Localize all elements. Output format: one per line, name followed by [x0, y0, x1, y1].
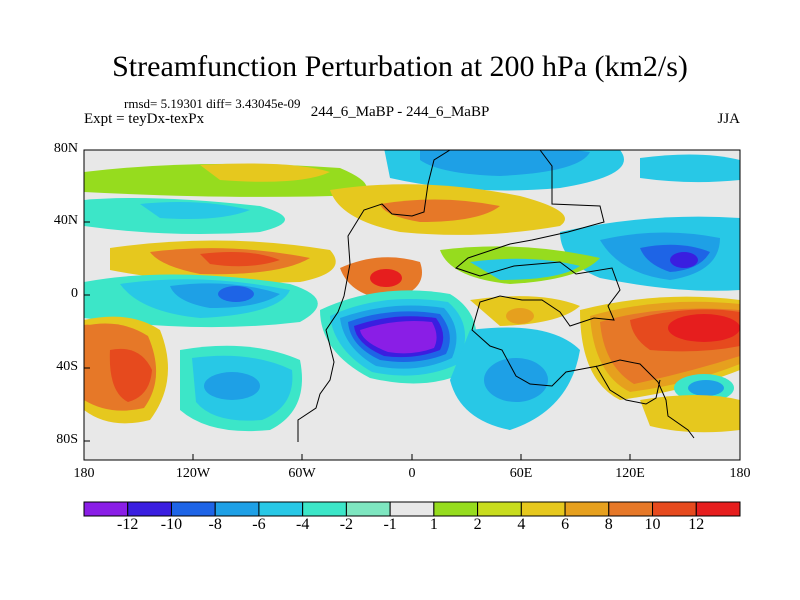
y-tick-label: 40S [56, 359, 78, 374]
colorbar-label: -4 [295, 516, 310, 533]
colorbar-swatch [608, 501, 654, 517]
colorbar-swatch [83, 501, 129, 517]
contour-indian-orange [506, 308, 534, 324]
contour-asia-orange [380, 199, 500, 222]
y-tick-label: 40N [53, 213, 78, 228]
colorbar-label: -6 [252, 516, 266, 533]
colorbar-swatch [170, 501, 216, 517]
x-tick-label: 180 [729, 466, 751, 481]
contour-austral-red [668, 314, 740, 342]
colorbar-swatch [214, 501, 260, 517]
contour-southindian-blue [484, 358, 548, 402]
colorbar-label: -1 [383, 516, 397, 533]
colorbar-label: 6 [561, 516, 570, 533]
colorbar-label: 8 [604, 516, 613, 533]
colorbar-swatch [652, 501, 697, 517]
coastline-australia [595, 365, 661, 405]
colorbar-swatch [345, 501, 391, 517]
colorbar-label: -12 [117, 516, 139, 533]
x-tick-label: 180 [73, 466, 95, 481]
colorbar-swatch [477, 501, 522, 517]
colorbar-swatch [127, 501, 172, 517]
colorbar-label: -10 [160, 516, 183, 533]
plot-title: Streamfunction Perturbation at 200 hPa (… [112, 50, 688, 83]
colorbar-label: 2 [473, 516, 482, 533]
contour-west-edge [84, 324, 100, 356]
contour-india-cyan [470, 258, 580, 280]
stats-text: rmsd= 5.19301 diff= 3.43045e-09 [124, 96, 301, 111]
y-tick-label: 0 [71, 286, 78, 301]
contour-midnorth-cyan [140, 202, 250, 219]
contour-south-lightblue [204, 372, 260, 400]
contour-field [84, 150, 740, 460]
contour-africa-red [370, 269, 402, 287]
colorbar-swatch [433, 501, 479, 517]
contour-southatl-purple [360, 321, 437, 354]
y-tick-label: 80S [56, 432, 78, 447]
colorbar-label: 10 [644, 516, 661, 533]
contour-southpac-yellow [640, 395, 740, 433]
contour-southpac-blue [688, 380, 724, 396]
contour-ne-cyan [640, 154, 740, 183]
colorbar-label: 12 [688, 516, 705, 533]
axis-ticks [83, 149, 741, 460]
colorbar-label: 1 [429, 516, 438, 533]
colorbar-swatch [258, 501, 304, 517]
contour-north-blue [420, 150, 590, 176]
x-tick-label: 60E [509, 466, 533, 481]
x-tick-label: 0 [408, 466, 416, 481]
colorbar-label: -8 [208, 516, 222, 533]
y-tick-label: 80N [53, 141, 78, 156]
colorbar-swatch [520, 501, 566, 517]
colorbar-swatch [695, 501, 741, 517]
contour-atlantic-red [200, 252, 280, 267]
x-tick-label: 60W [288, 466, 316, 481]
colorbar [83, 501, 741, 517]
x-tick-label: 120W [175, 466, 211, 481]
case-label: 244_6_MaBP - 244_6_MaBP [310, 104, 490, 120]
experiment-label: Expt = teyDx-texPx [84, 111, 205, 127]
season-label: JJA [717, 111, 740, 127]
contour-pacific-core [670, 252, 698, 268]
contour-north-yellow [200, 163, 330, 182]
contour-sepac-red [109, 348, 152, 402]
x-tick-label: 120E [615, 466, 645, 481]
colorbar-swatch [302, 501, 347, 517]
colorbar-swatch [564, 501, 610, 517]
colorbar-label: -2 [339, 516, 354, 533]
colorbar-swatch [389, 501, 435, 517]
contour-equator-midblue [218, 286, 254, 302]
colorbar-label: 4 [517, 516, 526, 533]
coastline [297, 149, 695, 442]
